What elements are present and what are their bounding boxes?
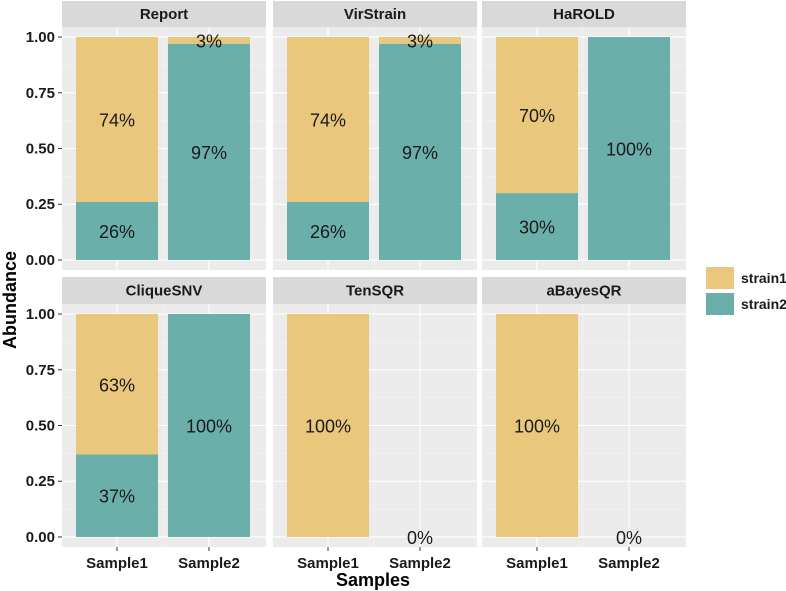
facet-strip (273, 1, 477, 27)
y-tick-label: 0.25 (26, 473, 55, 490)
bar-strain1-sample2 (168, 37, 250, 44)
bar-label-strain1-sample1: 70% (519, 106, 555, 126)
bar-label-strain2-sample1: 26% (99, 222, 135, 242)
facet-panel-virstrain: VirStrain 26% 74% 97% 3% (272, 1, 478, 270)
bar-label-strain2-sample2: 97% (191, 143, 227, 163)
y-tick-label: 0.75 (26, 362, 55, 379)
bar-strain1-sample1 (76, 314, 158, 455)
bar-label-strain2-sample1: 26% (310, 222, 346, 242)
bar-strain1-sample1 (76, 37, 158, 203)
legend-label-strain1: strain1 (741, 270, 786, 286)
bar-label-strain1-sample2: 0% (407, 528, 433, 548)
facet-panel-cliquesnv: CliqueSNV 0.00 0.25 0.50 0.75 1.00 Sample1 Samp… (26, 277, 267, 572)
facet-title: HaROLD (553, 6, 615, 23)
bar-strain1-sample1 (287, 37, 369, 203)
bar-label-strain1-sample1: 74% (99, 111, 135, 131)
bar-strain1-sample2 (379, 37, 461, 44)
legend-key-strain2 (706, 293, 734, 315)
bar-label-strain2-sample2: 97% (402, 143, 438, 163)
bar-strain2-sample1 (287, 202, 369, 260)
y-tick-label: 0.00 (26, 252, 55, 269)
y-tick-label: 0.25 (26, 196, 55, 213)
legend-key-strain1 (706, 267, 734, 289)
facet-panel-harold: HaROLD 30% 70% 100% (481, 1, 687, 270)
facet-panels: Report0.000.250.500.751.0026%74%97%3%Vir… (26, 1, 687, 572)
bar-label-strain1-sample1: 63% (99, 375, 135, 395)
x-tick-label: Sample1 (506, 555, 568, 572)
x-tick-label: Sample1 (86, 555, 148, 572)
facet-title: VirStrain (344, 6, 406, 23)
y-tick-label: 0.00 (26, 529, 55, 546)
y-tick-label: 1.00 (26, 29, 55, 46)
bar-label-strain1-sample1: 100% (514, 417, 560, 437)
y-tick-label: 1.00 (26, 306, 55, 323)
facet-panel-report: Report 0.00 0.25 0.50 0.75 1.00 26% 74% 97% 3% (26, 1, 267, 270)
facet-title: Report (140, 6, 188, 23)
bar-label-strain2-sample2: 100% (186, 417, 232, 437)
bar-strain1-sample1 (287, 314, 369, 537)
x-tick-label: Sample2 (389, 555, 451, 572)
bar-label-strain2-sample1: 30% (519, 218, 555, 238)
bar-strain2-sample2 (168, 43, 250, 260)
facet-title: TenSQR (346, 283, 404, 300)
y-axis-title: Abundance (0, 251, 20, 349)
y-tick-label: 0.75 (26, 85, 55, 102)
bar-strain2-sample1 (496, 193, 578, 260)
facet-panel-tensqr: TenSQR Sample1 Sample2 100% 0% (272, 277, 478, 572)
bar-strain1-sample1 (496, 37, 578, 194)
bar-label-strain1-sample2: 0% (616, 528, 642, 548)
x-tick-label: Sample1 (297, 555, 359, 572)
bar-strain1-sample1 (496, 314, 578, 537)
bar-label-strain1-sample2: 3% (407, 31, 433, 51)
x-tick-label: Sample2 (598, 555, 660, 572)
legend: strain1 strain2 (706, 267, 786, 315)
y-tick-label: 0.50 (26, 141, 55, 158)
x-tick-label: Sample2 (178, 555, 240, 572)
bar-label-strain1-sample2: 3% (196, 31, 222, 51)
bar-strain2-sample2 (168, 314, 250, 537)
facet-strip (482, 277, 686, 304)
bar-strain2-sample1 (76, 202, 158, 260)
facet-strip (62, 277, 266, 304)
facet-strip (482, 1, 686, 27)
facet-title: aBayesQR (546, 283, 621, 300)
bar-strain2-sample2 (588, 37, 670, 260)
legend-label-strain2: strain2 (741, 296, 786, 312)
bar-label-strain2-sample2: 100% (606, 140, 652, 160)
facet-strip (273, 277, 477, 304)
facet-panel-abayesqr: aBayesQR Sample1 Sample2 100% 0% (481, 277, 687, 572)
facet-strip (62, 1, 266, 27)
x-axis-title: Samples (336, 570, 410, 590)
y-tick-label: 0.50 (26, 418, 55, 435)
bar-label-strain1-sample1: 100% (305, 417, 351, 437)
bar-label-strain1-sample1: 74% (310, 111, 346, 131)
bar-strain2-sample2 (379, 43, 461, 260)
bar-strain2-sample1 (76, 454, 158, 537)
bar-label-strain2-sample1: 37% (99, 487, 135, 507)
facet-title: CliqueSNV (126, 283, 203, 300)
